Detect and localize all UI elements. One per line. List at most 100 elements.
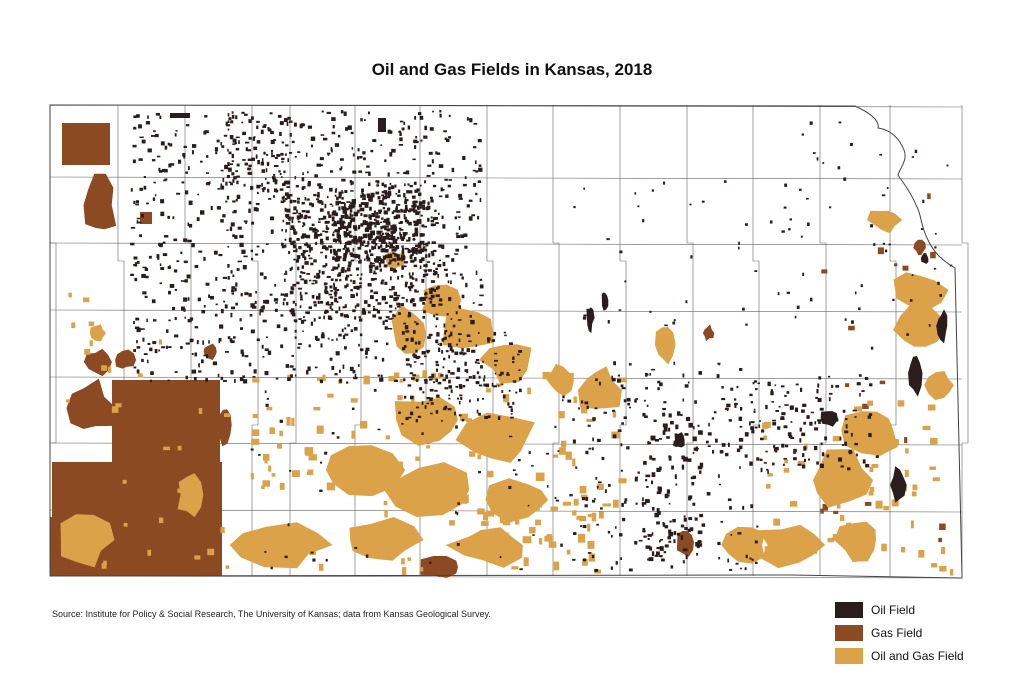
oil-field (659, 540, 661, 543)
oil-field (322, 215, 327, 220)
oil-field (306, 244, 311, 248)
oil-field (428, 269, 432, 272)
county-line (354, 105, 362, 576)
oil-field (346, 283, 349, 287)
oil-field (448, 397, 451, 400)
oil-field (274, 164, 279, 168)
oil-field (220, 219, 224, 223)
oil-field (319, 489, 323, 492)
oil-field (475, 381, 480, 385)
gas-field (930, 251, 936, 259)
oil-field (648, 557, 654, 562)
oil-field (311, 223, 315, 226)
oil-field (426, 349, 431, 353)
oil-field (381, 191, 384, 194)
oil-field (727, 558, 729, 563)
oil-and-gas-field (558, 411, 565, 419)
oil-field (364, 250, 368, 254)
oil-field (239, 377, 244, 382)
oil-field (651, 368, 656, 371)
oil-field (611, 377, 616, 382)
oil-field (401, 250, 405, 255)
oil-field (165, 345, 168, 349)
oil-field (290, 241, 295, 246)
oil-field (325, 263, 328, 267)
oil-field (281, 229, 284, 232)
oil-field (391, 211, 394, 214)
oil-field (352, 225, 357, 230)
oil-field (374, 225, 377, 228)
oil-field (174, 334, 179, 338)
oil-field (457, 216, 461, 218)
oil-field (174, 316, 177, 321)
oil-and-gas-field (869, 466, 874, 473)
oil-field (154, 133, 159, 138)
oil-field (603, 411, 607, 414)
oil-field (804, 458, 807, 462)
oil-field (383, 184, 387, 188)
oil-field (394, 184, 397, 188)
oil-field (197, 297, 201, 302)
oil-field (309, 248, 311, 253)
oil-and-gas-field (394, 372, 400, 378)
oil-field (301, 210, 306, 213)
oil-field (349, 180, 352, 184)
oil-field (350, 190, 354, 192)
oil-field (447, 280, 450, 284)
oil-field (222, 178, 225, 182)
oil-field (297, 200, 300, 204)
oil-field (430, 287, 435, 292)
oil-field (839, 436, 842, 441)
oil-field (369, 253, 374, 256)
oil-field (399, 233, 402, 238)
oil-field (286, 195, 291, 199)
oil-field (939, 294, 942, 297)
oil-field (288, 152, 293, 154)
oil-field (149, 347, 153, 352)
oil-field (628, 363, 632, 366)
oil-field (342, 209, 346, 214)
oil-field (169, 143, 173, 147)
source-note: Source: Institute for Policy & Social Re… (52, 609, 491, 619)
oil-field (336, 300, 339, 303)
oil-field (252, 137, 256, 141)
oil-field (724, 407, 729, 410)
oil-field (692, 436, 697, 442)
oil-field (463, 233, 468, 238)
oil-field (365, 356, 368, 359)
oil-field (391, 248, 397, 252)
oil-field (784, 183, 788, 187)
oil-field (335, 201, 340, 206)
oil-field (799, 438, 802, 443)
oil-field (248, 208, 251, 213)
oil-field (868, 413, 873, 416)
oil-field (215, 151, 218, 155)
oil-field (376, 211, 379, 216)
oil-field (803, 421, 806, 425)
oil-field (230, 340, 235, 344)
oil-field (287, 158, 290, 163)
oil-field (790, 436, 795, 439)
oil-field (250, 116, 254, 120)
oil-field (584, 504, 588, 508)
oil-field (459, 273, 463, 276)
oil-and-gas-field (411, 409, 416, 415)
oil-field (364, 228, 370, 233)
oil-and-gas-field (262, 453, 270, 461)
oil-field (336, 436, 340, 439)
oil-field (454, 351, 459, 356)
oil-field (411, 247, 416, 253)
oil-field (266, 153, 269, 156)
oil-field (573, 205, 576, 209)
oil-field (242, 375, 245, 378)
oil-field (478, 470, 481, 474)
oil-field (799, 427, 802, 432)
oil-field (191, 353, 194, 355)
oil-field (188, 223, 193, 228)
oil-and-gas-field (927, 404, 936, 411)
oil-field (778, 405, 781, 408)
county-line (289, 105, 297, 576)
oil-field (227, 336, 231, 340)
oil-field (434, 216, 439, 220)
oil-field (145, 121, 151, 125)
